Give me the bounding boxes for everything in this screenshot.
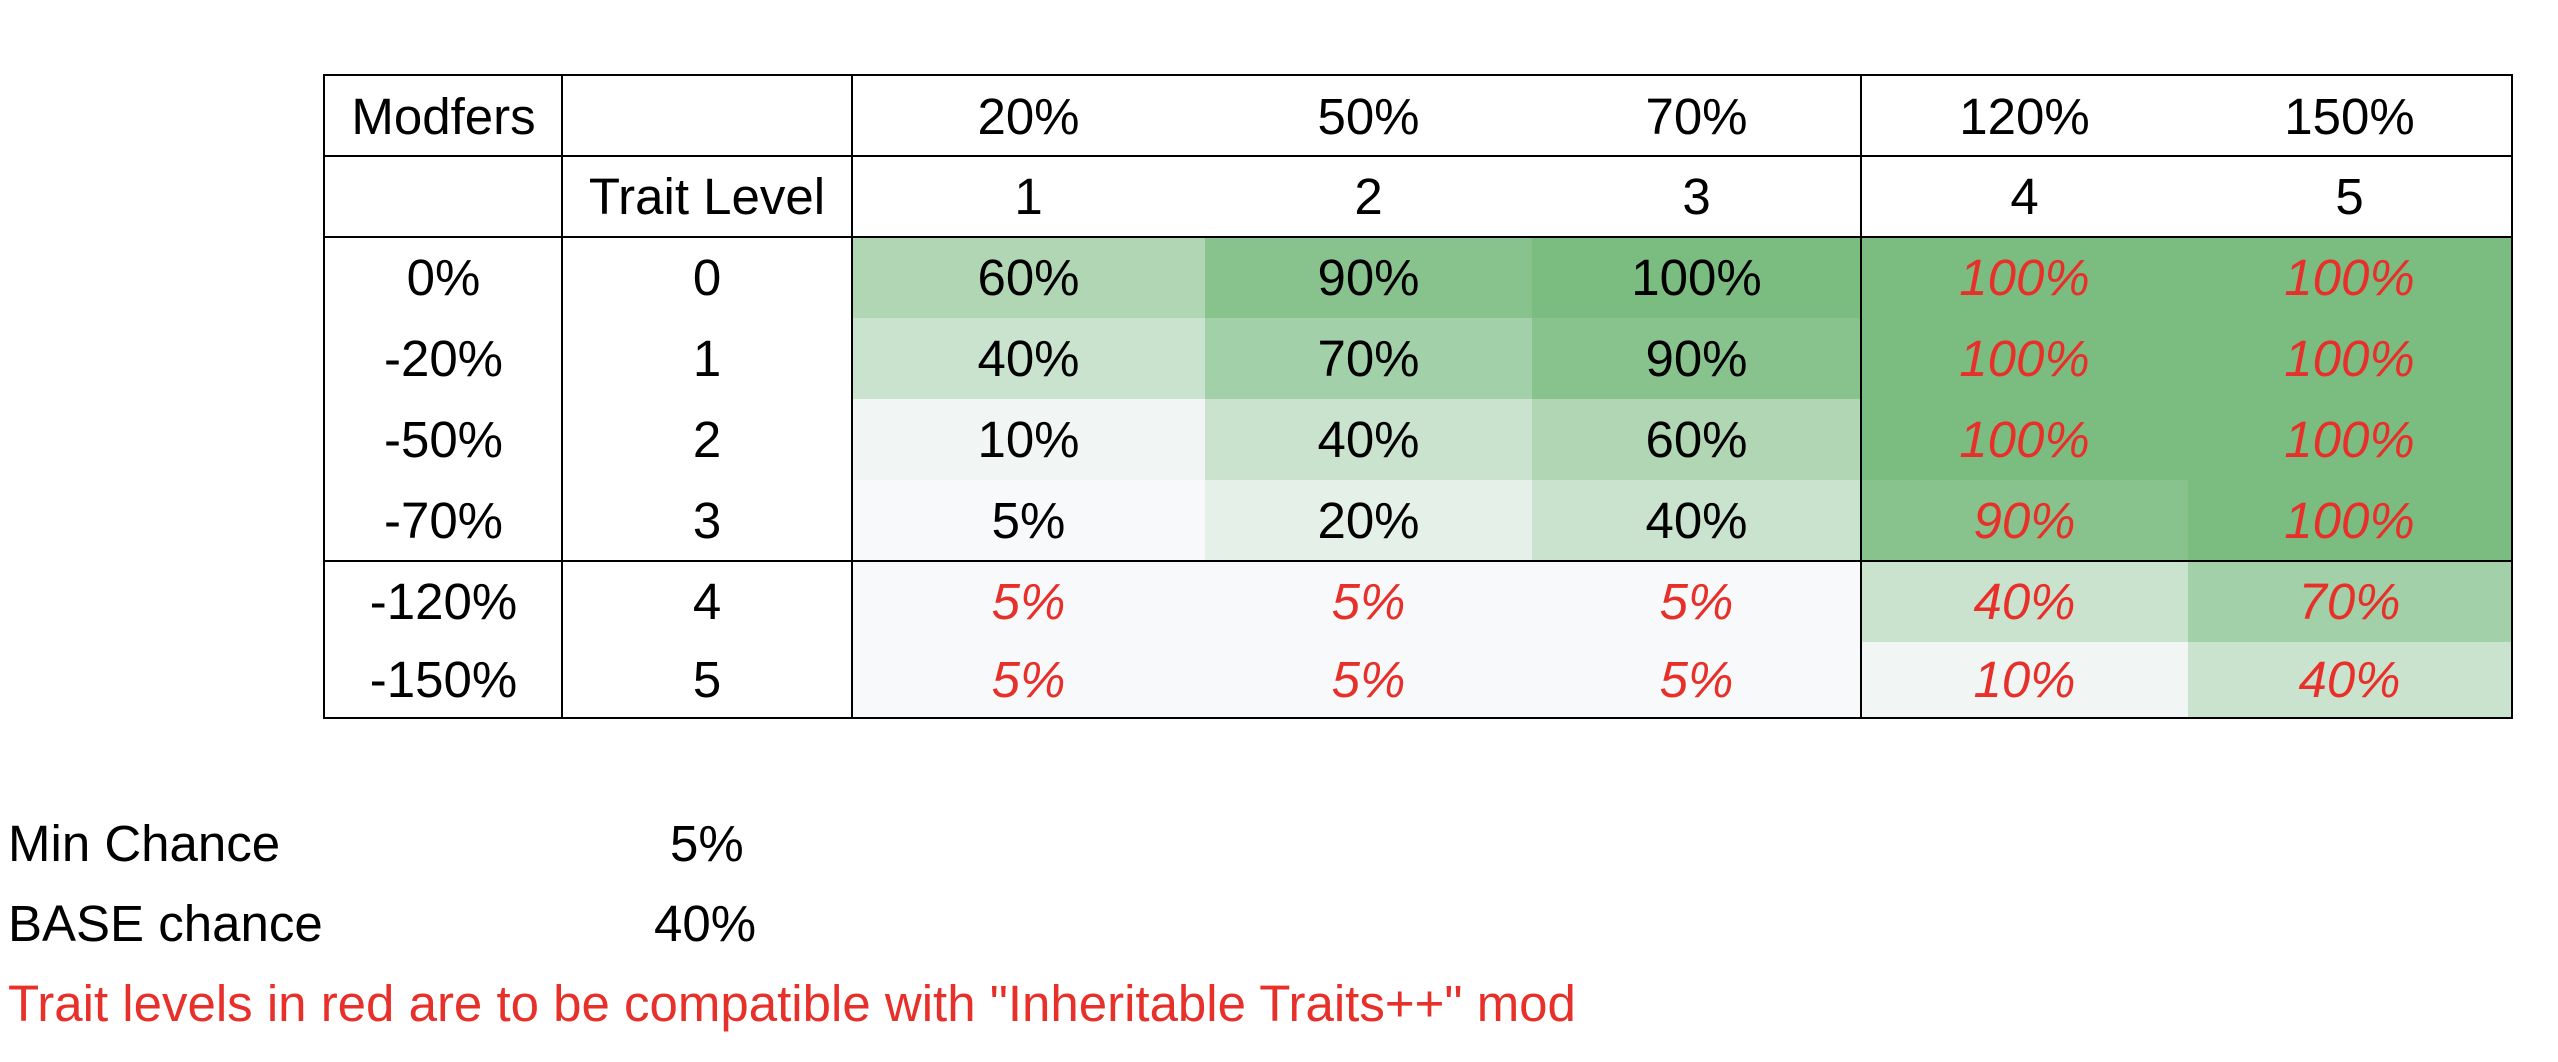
- column-modifier-header: 20%: [977, 87, 1080, 145]
- column-modifier-header: 50%: [1317, 87, 1420, 145]
- row-modifier-label: 0%: [406, 249, 481, 306]
- min-chance-value: 5%: [670, 815, 744, 872]
- chance-cell: 5%: [1205, 642, 1532, 717]
- row-level-label: 1: [692, 330, 722, 387]
- chance-table: Modfers 20% 50% 70% 120% 150% Trait Level 1 2 3 4 5…: [323, 74, 2513, 719]
- chance-cell: 5%: [1205, 561, 1532, 642]
- chance-cell: 100%: [2188, 480, 2511, 561]
- chance-cell: 100%: [1532, 237, 1861, 318]
- row-modifier-label: -70%: [383, 492, 504, 549]
- grid-line: [325, 236, 2511, 238]
- column-level-header: 4: [2010, 168, 2039, 225]
- column-level-header: 1: [1014, 168, 1043, 225]
- row-modifier-label: -150%: [369, 651, 518, 708]
- chance-cell: 5%: [852, 561, 1205, 642]
- column-level-header: 3: [1682, 168, 1711, 225]
- grid-line: [561, 76, 563, 717]
- column-modifier-header: 150%: [2284, 87, 2415, 145]
- chance-cell: 70%: [2188, 561, 2511, 642]
- chance-cell: 40%: [1205, 399, 1532, 480]
- chance-cell: 100%: [2188, 399, 2511, 480]
- row-level-label: 4: [692, 573, 722, 630]
- chance-cell: 60%: [852, 237, 1205, 318]
- compatibility-note: Trait levels in red are to be compatible…: [8, 975, 1576, 1032]
- corner-label: Modfers: [351, 87, 536, 145]
- chance-cell: 5%: [1532, 642, 1861, 717]
- chance-cell: 70%: [1205, 318, 1532, 399]
- chance-cell: 40%: [1532, 480, 1861, 561]
- row-level-label: 0: [692, 249, 722, 306]
- grid-line: [325, 560, 2511, 562]
- column-modifier-header: 70%: [1645, 87, 1748, 145]
- column-modifier-header: 120%: [1959, 87, 2090, 145]
- chance-cell: 100%: [2188, 318, 2511, 399]
- chance-cell: 90%: [1532, 318, 1861, 399]
- chance-cell: 100%: [1861, 318, 2188, 399]
- chance-cell: 100%: [1861, 399, 2188, 480]
- chance-cell: 5%: [852, 480, 1205, 561]
- chance-cell: 5%: [852, 642, 1205, 717]
- chance-cell: 40%: [1861, 561, 2188, 642]
- column-level-header: 5: [2335, 168, 2364, 225]
- base-chance-label: BASE chance: [8, 895, 323, 952]
- grid-line: [1860, 76, 1862, 717]
- row-modifier-label: -120%: [369, 573, 518, 630]
- chance-cell: 5%: [1532, 561, 1861, 642]
- row-level-label: 5: [692, 651, 722, 708]
- chance-cell: 60%: [1532, 399, 1861, 480]
- chance-cell: 10%: [1861, 642, 2188, 717]
- chance-cell: 40%: [852, 318, 1205, 399]
- column-level-header: 2: [1354, 168, 1383, 225]
- chance-cell: 10%: [852, 399, 1205, 480]
- chance-cell: 90%: [1861, 480, 2188, 561]
- grid-line: [325, 155, 2511, 157]
- row-modifier-label: -20%: [383, 330, 504, 387]
- chance-cell: 40%: [2188, 642, 2511, 717]
- trait-level-header: Trait Level: [588, 168, 826, 225]
- row-level-label: 2: [692, 411, 722, 468]
- base-chance-value: 40%: [654, 895, 757, 952]
- row-modifier-label: -50%: [383, 411, 504, 468]
- row-level-label: 3: [692, 492, 722, 549]
- grid-line: [851, 76, 853, 717]
- chance-cell: 100%: [1861, 237, 2188, 318]
- chance-cell: 100%: [2188, 237, 2511, 318]
- chance-cell: 20%: [1205, 480, 1532, 561]
- min-chance-label: Min Chance: [8, 815, 281, 872]
- chance-cell: 90%: [1205, 237, 1532, 318]
